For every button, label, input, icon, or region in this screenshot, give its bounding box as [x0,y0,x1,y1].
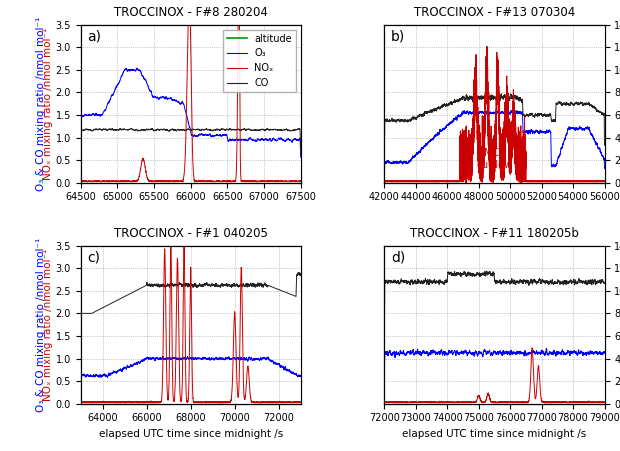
Text: d): d) [391,251,405,265]
X-axis label: elapsed UTC time since midnight /s: elapsed UTC time since midnight /s [99,429,283,439]
X-axis label: elapsed UTC time since midnight /s: elapsed UTC time since midnight /s [402,429,587,439]
Legend: altitude, O₃, NOₓ, CO: altitude, O₃, NOₓ, CO [223,30,296,92]
Title: TROCCINOX - F#13 070304: TROCCINOX - F#13 070304 [414,6,575,19]
Y-axis label: O₃ & CO mixing ratio /nmol mol⁻¹: O₃ & CO mixing ratio /nmol mol⁻¹ [36,238,46,412]
Text: b): b) [391,30,405,44]
Title: TROCCINOX - F#8 280204: TROCCINOX - F#8 280204 [113,6,268,19]
Y-axis label: NOₓ mixing ratio /nmol mol⁻¹: NOₓ mixing ratio /nmol mol⁻¹ [43,249,53,401]
Title: TROCCINOX - F#1 040205: TROCCINOX - F#1 040205 [113,227,268,240]
Text: c): c) [87,251,100,265]
Y-axis label: O₃ & CO mixing ratio /nmol mol⁻¹: O₃ & CO mixing ratio /nmol mol⁻¹ [36,17,46,191]
Y-axis label: NOₓ mixing ratio /nmol mol⁻¹: NOₓ mixing ratio /nmol mol⁻¹ [43,28,53,180]
Text: MCS
outflow: MCS outflow [476,148,513,170]
Text: a): a) [87,30,101,44]
Title: TROCCINOX - F#11 180205b: TROCCINOX - F#11 180205b [410,227,579,240]
